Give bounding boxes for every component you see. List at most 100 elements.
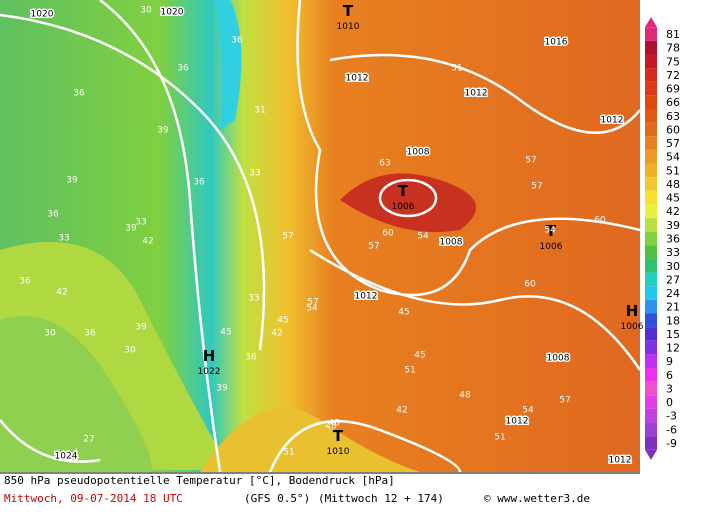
colorbar-label: 39 [666, 219, 680, 232]
temperature-label: 51 [451, 64, 462, 74]
colorbar-cell [645, 122, 657, 137]
colorbar-label: 6 [666, 369, 673, 382]
colorbar-label: -6 [666, 423, 677, 436]
isobar-label: 1008 [407, 148, 430, 158]
colorbar-label: 0 [666, 396, 673, 409]
temperature-label: 60 [594, 216, 606, 226]
colorbar-label: 69 [666, 83, 680, 96]
colorbar-label: 75 [666, 55, 680, 68]
footer-run: (Mittwoch 12 + 174) [318, 492, 444, 505]
isobar-label: 1020 [31, 10, 54, 20]
colorbar-label: 9 [666, 355, 673, 368]
colorbar-label: 63 [666, 110, 680, 123]
colorbar-label: 48 [666, 178, 680, 191]
temperature-label: 33 [135, 218, 146, 228]
temperature-label: 39 [66, 176, 78, 186]
hot-region [340, 173, 476, 232]
isobar-label: 1020 [161, 8, 184, 18]
center-value: 1006 [392, 202, 415, 212]
isobar-label: 1012 [355, 292, 378, 302]
temperature-label: 36 [193, 178, 205, 188]
colorbar-label: 3 [666, 382, 673, 395]
temperature-label: 51 [494, 433, 505, 443]
center-value: 1006 [621, 322, 644, 332]
colorbar-label: 30 [666, 260, 680, 273]
colorbar-cell [645, 408, 657, 423]
temperature-label: 36 [47, 210, 59, 220]
temperature-label: 45 [398, 308, 409, 318]
colorbar-label: 33 [666, 246, 680, 259]
colorbar-cell [645, 177, 657, 191]
temperature-label: 57 [282, 232, 293, 242]
footer-credit: © www.wetter3.de [484, 492, 590, 505]
isobar-label: 1012 [601, 116, 624, 126]
temperature-label: 57 [559, 396, 570, 406]
temperature-label: 31 [254, 106, 265, 116]
temperature-label: 42 [396, 406, 407, 416]
temperature-label: 30 [140, 6, 152, 16]
isobar-label: 1024 [55, 452, 78, 462]
colorbar-cell [645, 54, 657, 69]
temperature-label: 36 [245, 353, 257, 363]
colorbar-cell [645, 436, 657, 450]
cold-tongue [215, 0, 242, 130]
isobar-label: 1012 [346, 74, 369, 84]
temperature-label: 33 [249, 169, 260, 179]
temperature-label: 48 [459, 391, 471, 401]
temperature-label: 57 [307, 298, 318, 308]
colorbar-cell [645, 313, 657, 328]
isobar-label: 1012 [609, 456, 632, 466]
temperature-label: 45 [277, 316, 288, 326]
colorbar-cell [645, 299, 657, 314]
temperature-label: 51 [404, 366, 415, 376]
colorbar-cell [645, 108, 657, 123]
colorbar-cell [645, 354, 657, 369]
center-symbol: T [398, 182, 409, 200]
colorbar-label: 42 [666, 205, 680, 218]
temperature-label: 54 [306, 304, 318, 314]
colorbar-arrow [645, 17, 657, 28]
temperature-label: 39 [216, 384, 228, 394]
temperature-label: 60 [382, 229, 394, 239]
colorbar-label: 24 [666, 287, 680, 300]
temperature-label: 48 [328, 419, 340, 429]
center-value: 1022 [198, 367, 221, 377]
temperature-label: 45 [414, 351, 425, 361]
temperature-label: 30 [124, 346, 136, 356]
map [0, 0, 642, 473]
center-symbol: T [343, 2, 354, 20]
center-value: 1006 [540, 242, 563, 252]
colorbar-cell [645, 258, 657, 273]
colorbar-cell [645, 422, 657, 437]
temperature-label: 54 [417, 232, 429, 242]
colorbar-cell [645, 272, 657, 287]
colorbar-label: 21 [666, 301, 680, 314]
colorbar-cell [645, 149, 657, 164]
warm-region [200, 407, 420, 472]
center-value: 1010 [327, 447, 350, 457]
temperature-label: 42 [142, 237, 153, 247]
footer-date: Mittwoch, 09-07-2014 18 UTC [4, 492, 183, 505]
colorbar-cell [645, 27, 657, 41]
colorbar-cell [645, 231, 657, 246]
temperature-label: 33 [58, 234, 69, 244]
temperature-label: 51 [283, 448, 294, 458]
isobar-label: 1016 [545, 38, 568, 48]
colorbar-label: 60 [666, 123, 680, 136]
temperature-label: 57 [531, 182, 542, 192]
colorbar: 8178757269666360575451484542393633302724… [645, 17, 680, 460]
colorbar-label: 15 [666, 328, 680, 341]
temperature-label: 36 [177, 64, 189, 74]
temperature-label: 48 [325, 422, 337, 432]
colorbar-cell [645, 286, 657, 300]
temperature-label: 36 [19, 277, 31, 287]
colorbar-label: 57 [666, 137, 680, 150]
colorbar-cell [645, 381, 657, 396]
isobar-label: 1012 [465, 89, 488, 99]
temperature-label: 63 [379, 159, 390, 169]
colorbar-label: 12 [666, 342, 680, 355]
temperature-label: 54 [522, 406, 534, 416]
colorbar-cell [645, 368, 657, 382]
center-symbol: H [626, 302, 639, 320]
